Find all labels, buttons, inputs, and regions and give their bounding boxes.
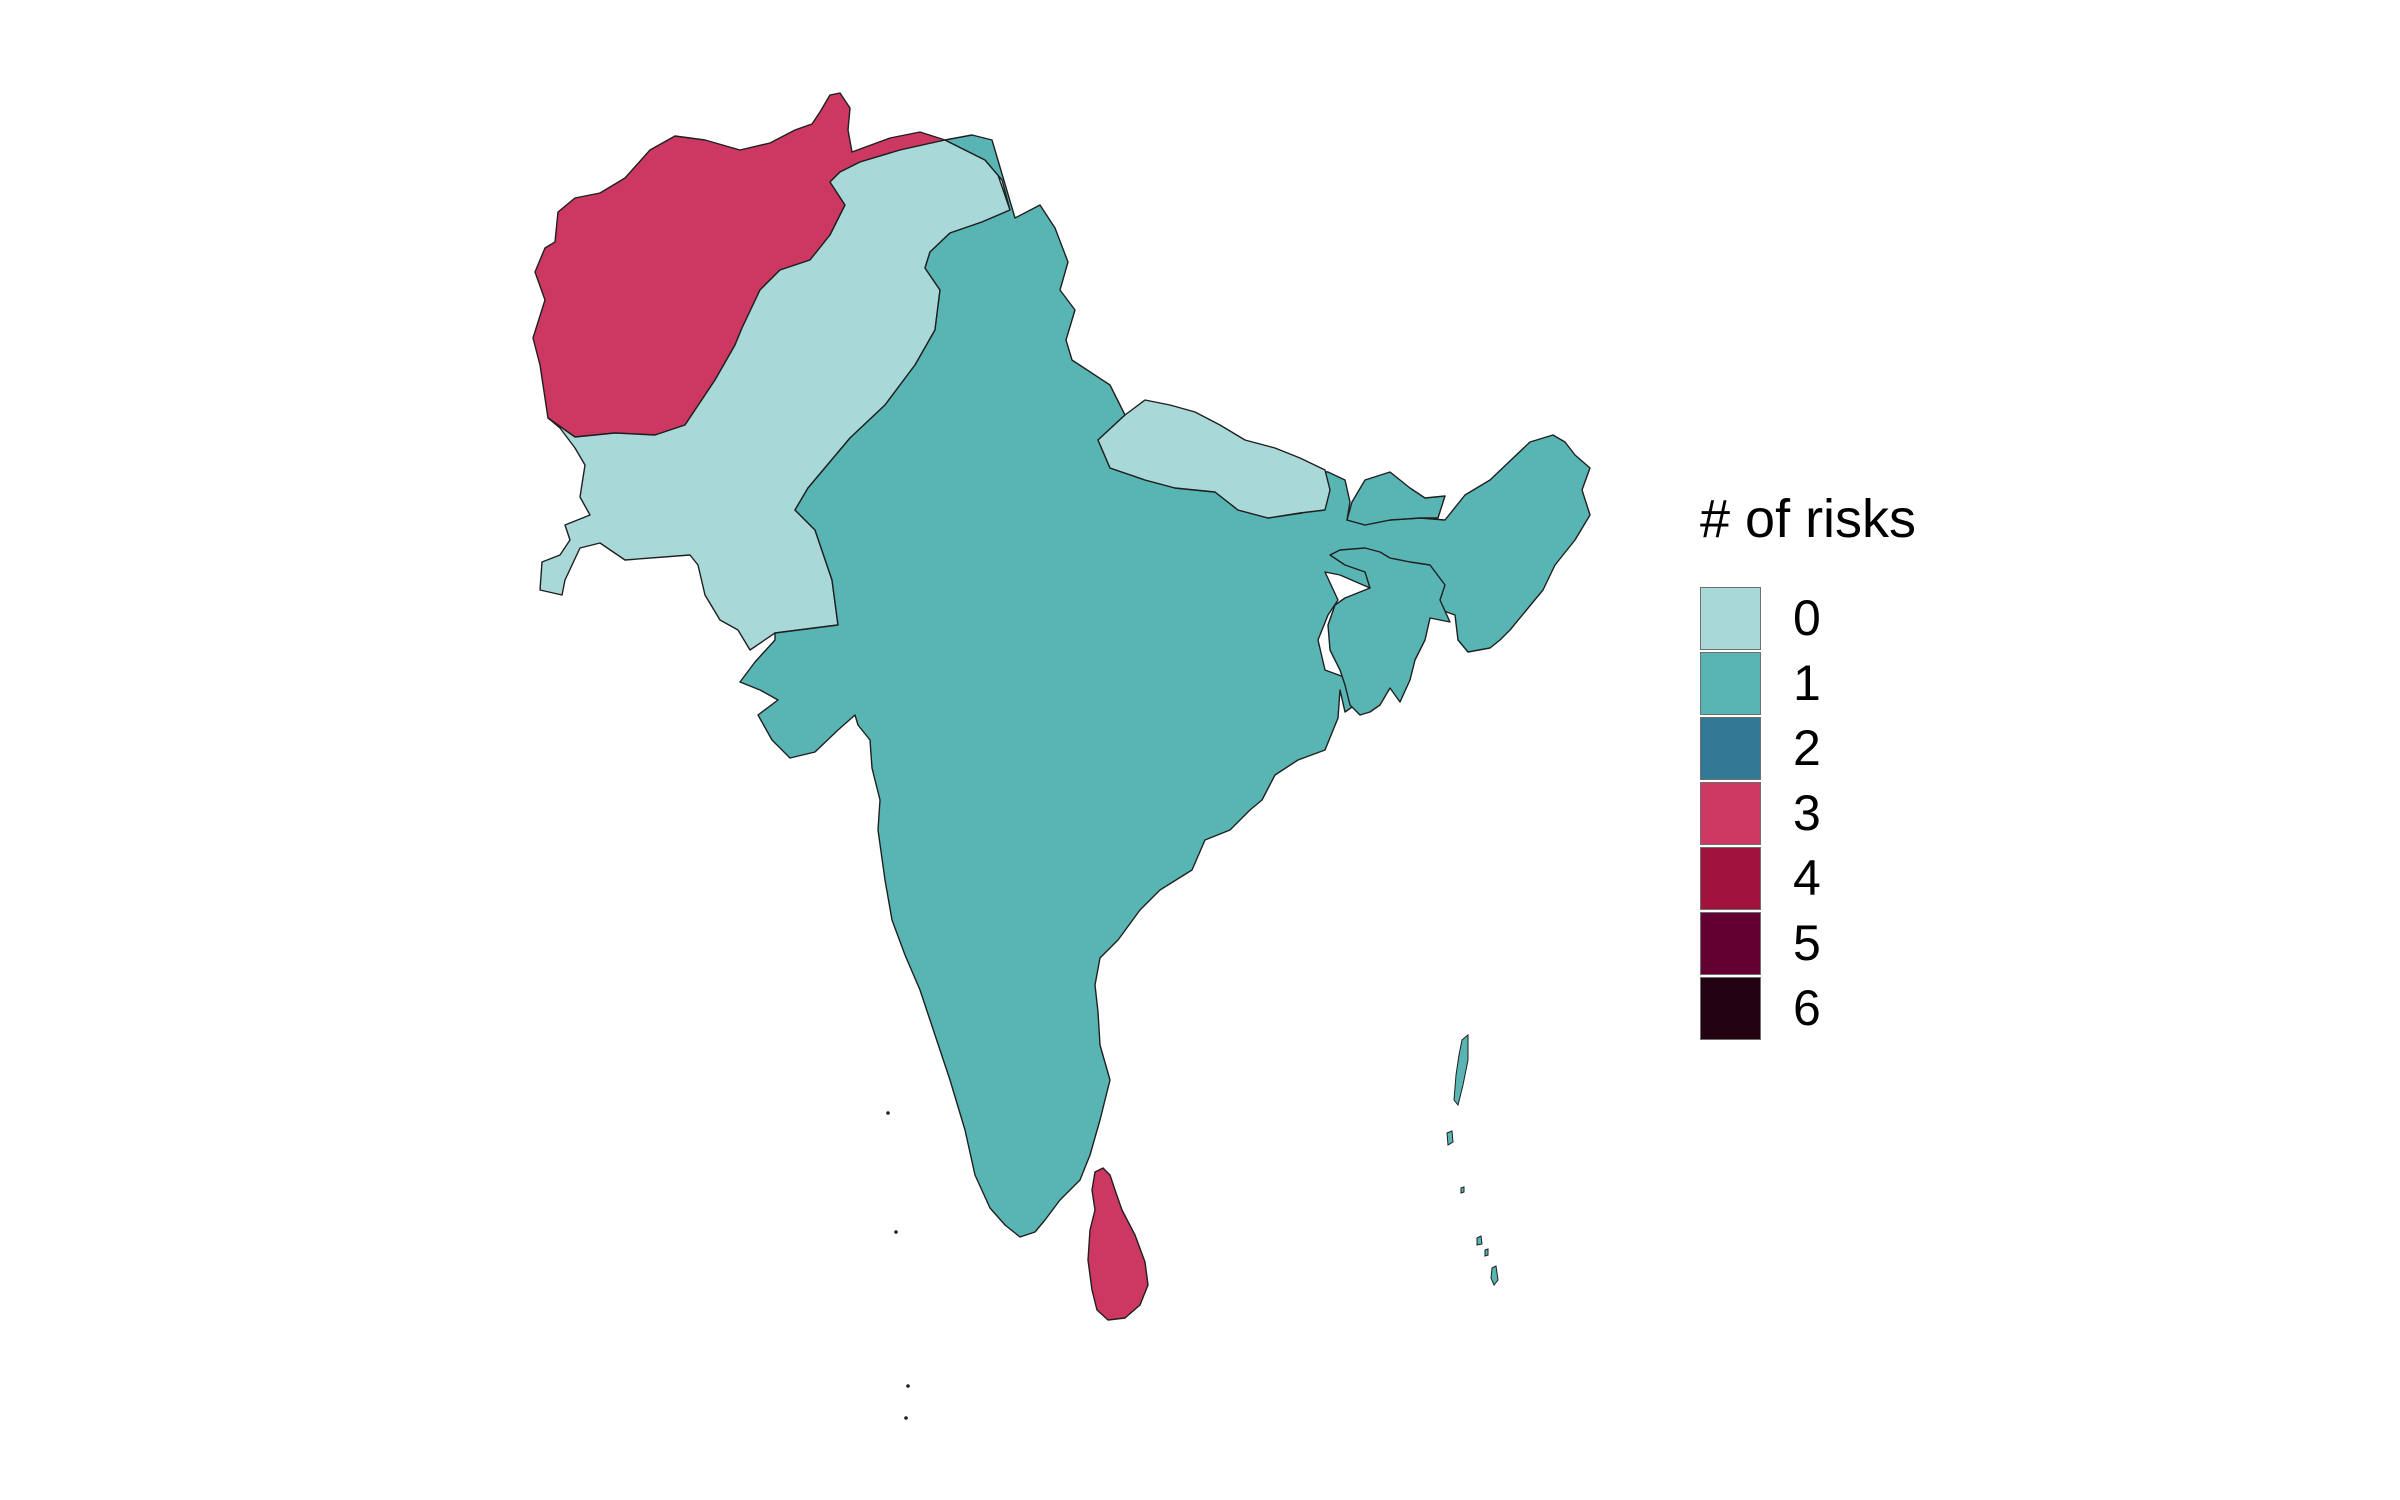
island-speck <box>894 1230 898 1234</box>
legend-row-4: 4 <box>1700 846 1916 911</box>
legend-label: 3 <box>1793 785 1821 841</box>
legend-label: 0 <box>1793 590 1821 646</box>
great-nicobar-island <box>1490 1265 1499 1286</box>
legend-label: 1 <box>1793 655 1821 711</box>
legend-swatch <box>1700 912 1761 975</box>
legend: # of risks 0 1 2 3 4 5 6 <box>1700 488 1916 1041</box>
legend-label: 2 <box>1793 720 1821 776</box>
nicobar-island-1 <box>1476 1235 1483 1246</box>
region-sri-lanka <box>1087 1167 1149 1321</box>
little-andaman-island <box>1446 1130 1454 1146</box>
legend-row-0: 0 <box>1700 586 1916 651</box>
legend-row-2: 2 <box>1700 716 1916 781</box>
legend-items: 0 1 2 3 4 5 6 <box>1700 586 1916 1041</box>
region-nepal <box>1097 399 1331 519</box>
legend-title: # of risks <box>1700 489 1917 549</box>
legend-swatch <box>1700 782 1761 845</box>
nicobar-island-2 <box>1484 1248 1489 1257</box>
island-speck <box>886 1111 890 1115</box>
legend-label: 4 <box>1793 850 1821 906</box>
region-bangladesh <box>1327 547 1451 716</box>
legend-row-6: 6 <box>1700 976 1916 1041</box>
legend-label: 5 <box>1793 915 1821 971</box>
island-speck <box>906 1384 910 1388</box>
legend-swatch <box>1700 652 1761 715</box>
island-speck <box>904 1416 908 1420</box>
legend-swatch <box>1700 847 1761 910</box>
andaman-islands <box>1453 1033 1469 1107</box>
legend-swatch <box>1700 977 1761 1040</box>
region-andaman-nicobar <box>1446 1033 1499 1286</box>
legend-row-1: 1 <box>1700 651 1916 716</box>
legend-swatch <box>1700 717 1761 780</box>
region-bhutan <box>1346 471 1446 526</box>
legend-swatch <box>1700 587 1761 650</box>
legend-label: 6 <box>1793 980 1821 1036</box>
legend-row-3: 3 <box>1700 781 1916 846</box>
legend-row-5: 5 <box>1700 911 1916 976</box>
small-islands <box>886 1111 910 1420</box>
car-nicobar-island <box>1460 1186 1465 1194</box>
